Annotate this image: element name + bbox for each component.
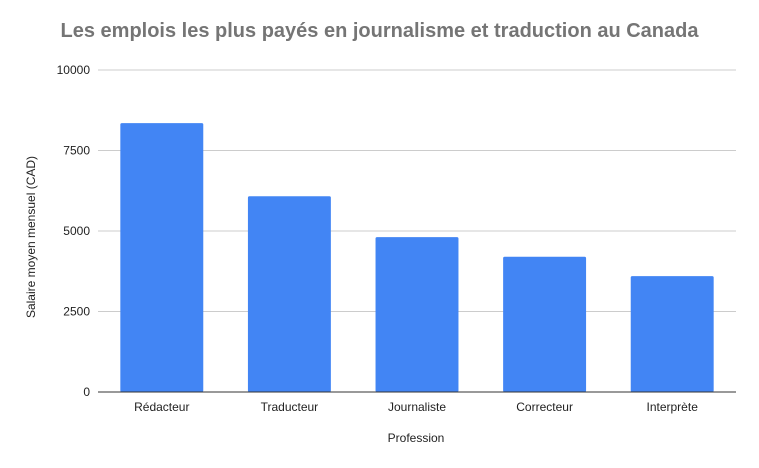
y-tick-label: 5000	[63, 224, 90, 238]
y-axis-title: Salaire moyen mensuel (CAD)	[24, 156, 38, 318]
x-tick-label: Rédacteur	[134, 400, 189, 414]
bar-2	[247, 196, 331, 392]
bar-3	[375, 237, 459, 392]
bars	[120, 123, 714, 392]
x-tick-label: Traducteur	[261, 400, 319, 414]
bar-1	[120, 123, 204, 392]
x-tick-label: Correcteur	[516, 400, 573, 414]
y-tick-label: 2500	[63, 305, 90, 319]
bar-4	[503, 256, 587, 392]
bar-5	[630, 276, 714, 392]
chart-title: Les emplois les plus payés en journalism…	[60, 20, 699, 42]
y-tick-label: 10000	[57, 63, 91, 77]
tick-labels: 0 2500 5000 7500 10000 Rédacteur Traducteur Jou…	[57, 63, 699, 414]
x-tick-label: Interprète	[647, 400, 699, 414]
y-tick-label: 7500	[63, 144, 90, 158]
y-tick-label: 0	[83, 385, 90, 399]
x-tick-label: Journaliste	[388, 400, 446, 414]
x-axis-title: Profession	[388, 431, 445, 445]
